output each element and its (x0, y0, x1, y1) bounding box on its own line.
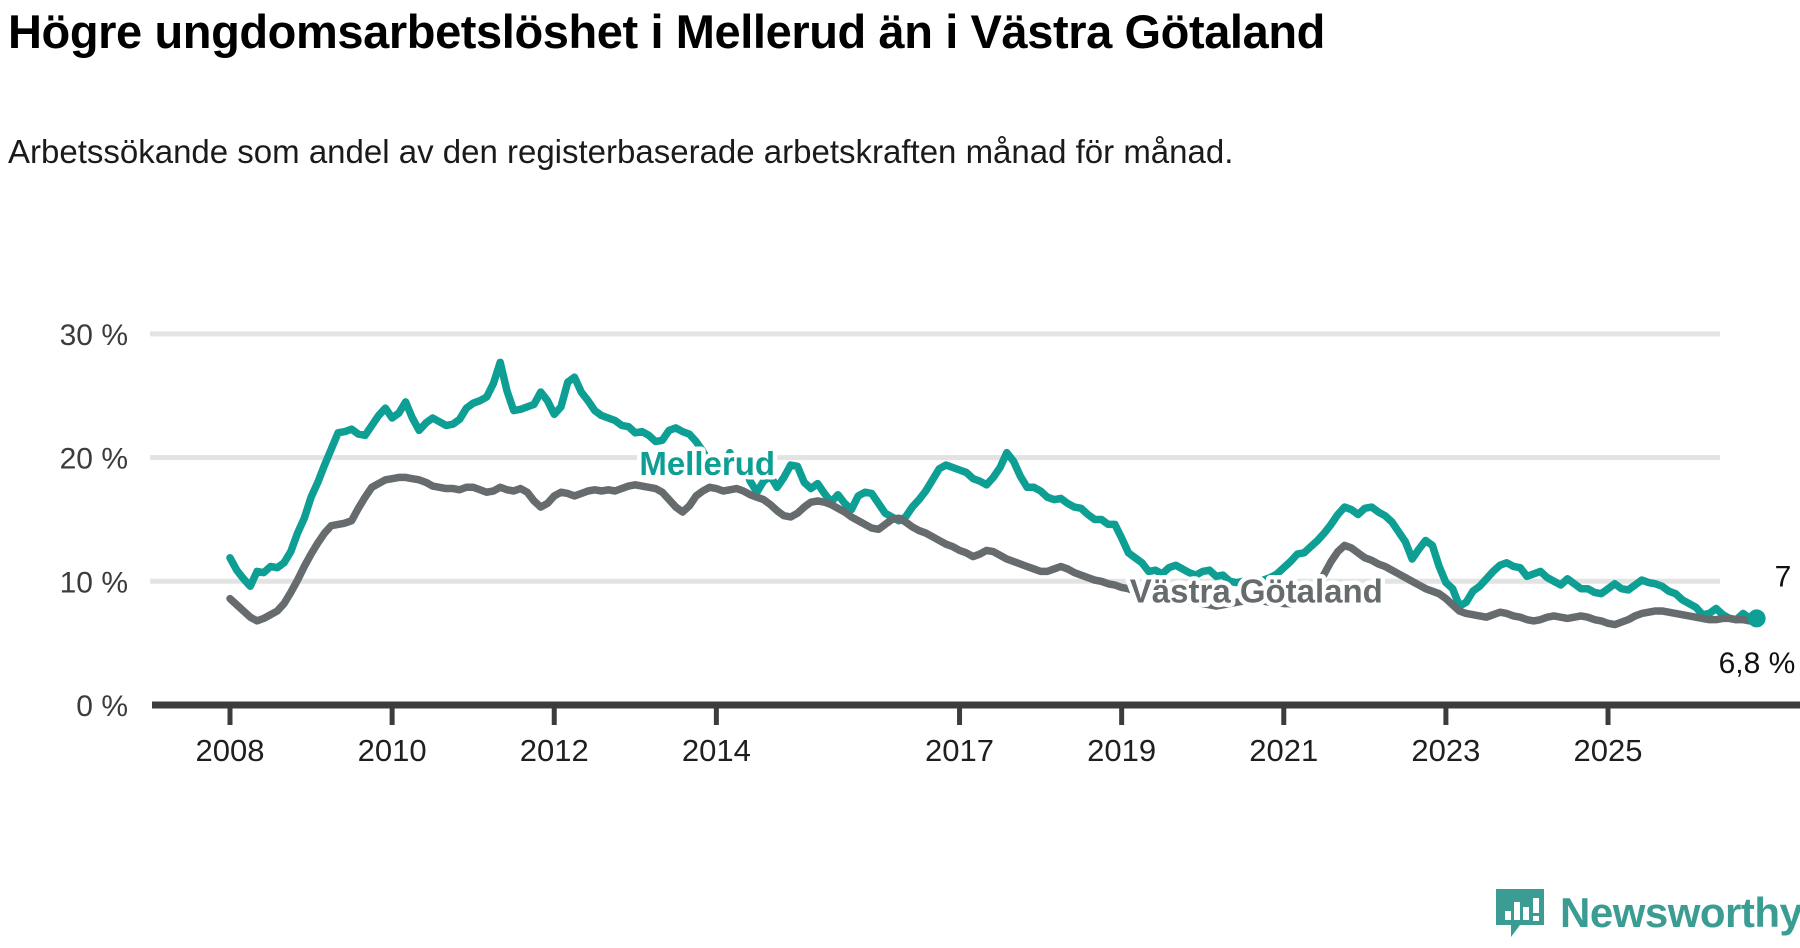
end-point-marker (1747, 609, 1766, 628)
x-axis-tick-label: 2025 (1574, 733, 1643, 768)
x-axis-tick-label: 2017 (925, 733, 994, 768)
x-axis-tick-label: 2008 (196, 733, 265, 768)
newsworthy-wordmark: Newsworthy (1560, 889, 1800, 936)
x-axis-tick-label: 2023 (1411, 733, 1480, 768)
newsworthy-logo-icon (1492, 884, 1548, 940)
y-axis-tick-label: 20 % (60, 443, 128, 476)
bar-chart-speech-bubble-icon (1496, 889, 1544, 937)
x-axis-tick-label: 2021 (1249, 733, 1318, 768)
x-axis-tick-label: 2019 (1087, 733, 1156, 768)
page-title: Högre ungdomsarbetslöshet i Mellerud än … (8, 5, 1325, 58)
gridlines (150, 331, 1720, 584)
series-lines (226, 358, 1761, 629)
y-axis-ticks: 0 % 10 % 20 % 30 % (60, 319, 128, 723)
y-axis-tick-label: 0 % (76, 690, 128, 723)
x-axis-tick-label: 2014 (682, 733, 751, 768)
series-label-halo: Västra Götaland (1130, 572, 1383, 609)
end-value-label-mellerud: 7 % (1775, 560, 1800, 593)
x-axis-tick-label: 2012 (520, 733, 589, 768)
y-axis-tick-label: 30 % (60, 319, 128, 352)
series-label-halo: Mellerud (639, 445, 775, 482)
end-value-label-vastra-gotaland: 6,8 % (1719, 647, 1796, 680)
x-axis-ticks: 2008 2010 2012 2014 2017 2019 2021 2023 2025 (196, 708, 1643, 768)
series-label-v-stra-g-taland: Västra Götaland (1130, 572, 1383, 609)
y-axis-tick-label: 10 % (60, 566, 128, 599)
series-line-mellerud (226, 358, 1761, 624)
page-subtitle: Arbetssökande som andel av den registerb… (8, 133, 1234, 170)
series-line-v-stra-g-taland (226, 473, 1761, 629)
series-label-mellerud: Mellerud (639, 445, 775, 482)
x-axis-tick-label: 2010 (358, 733, 427, 768)
